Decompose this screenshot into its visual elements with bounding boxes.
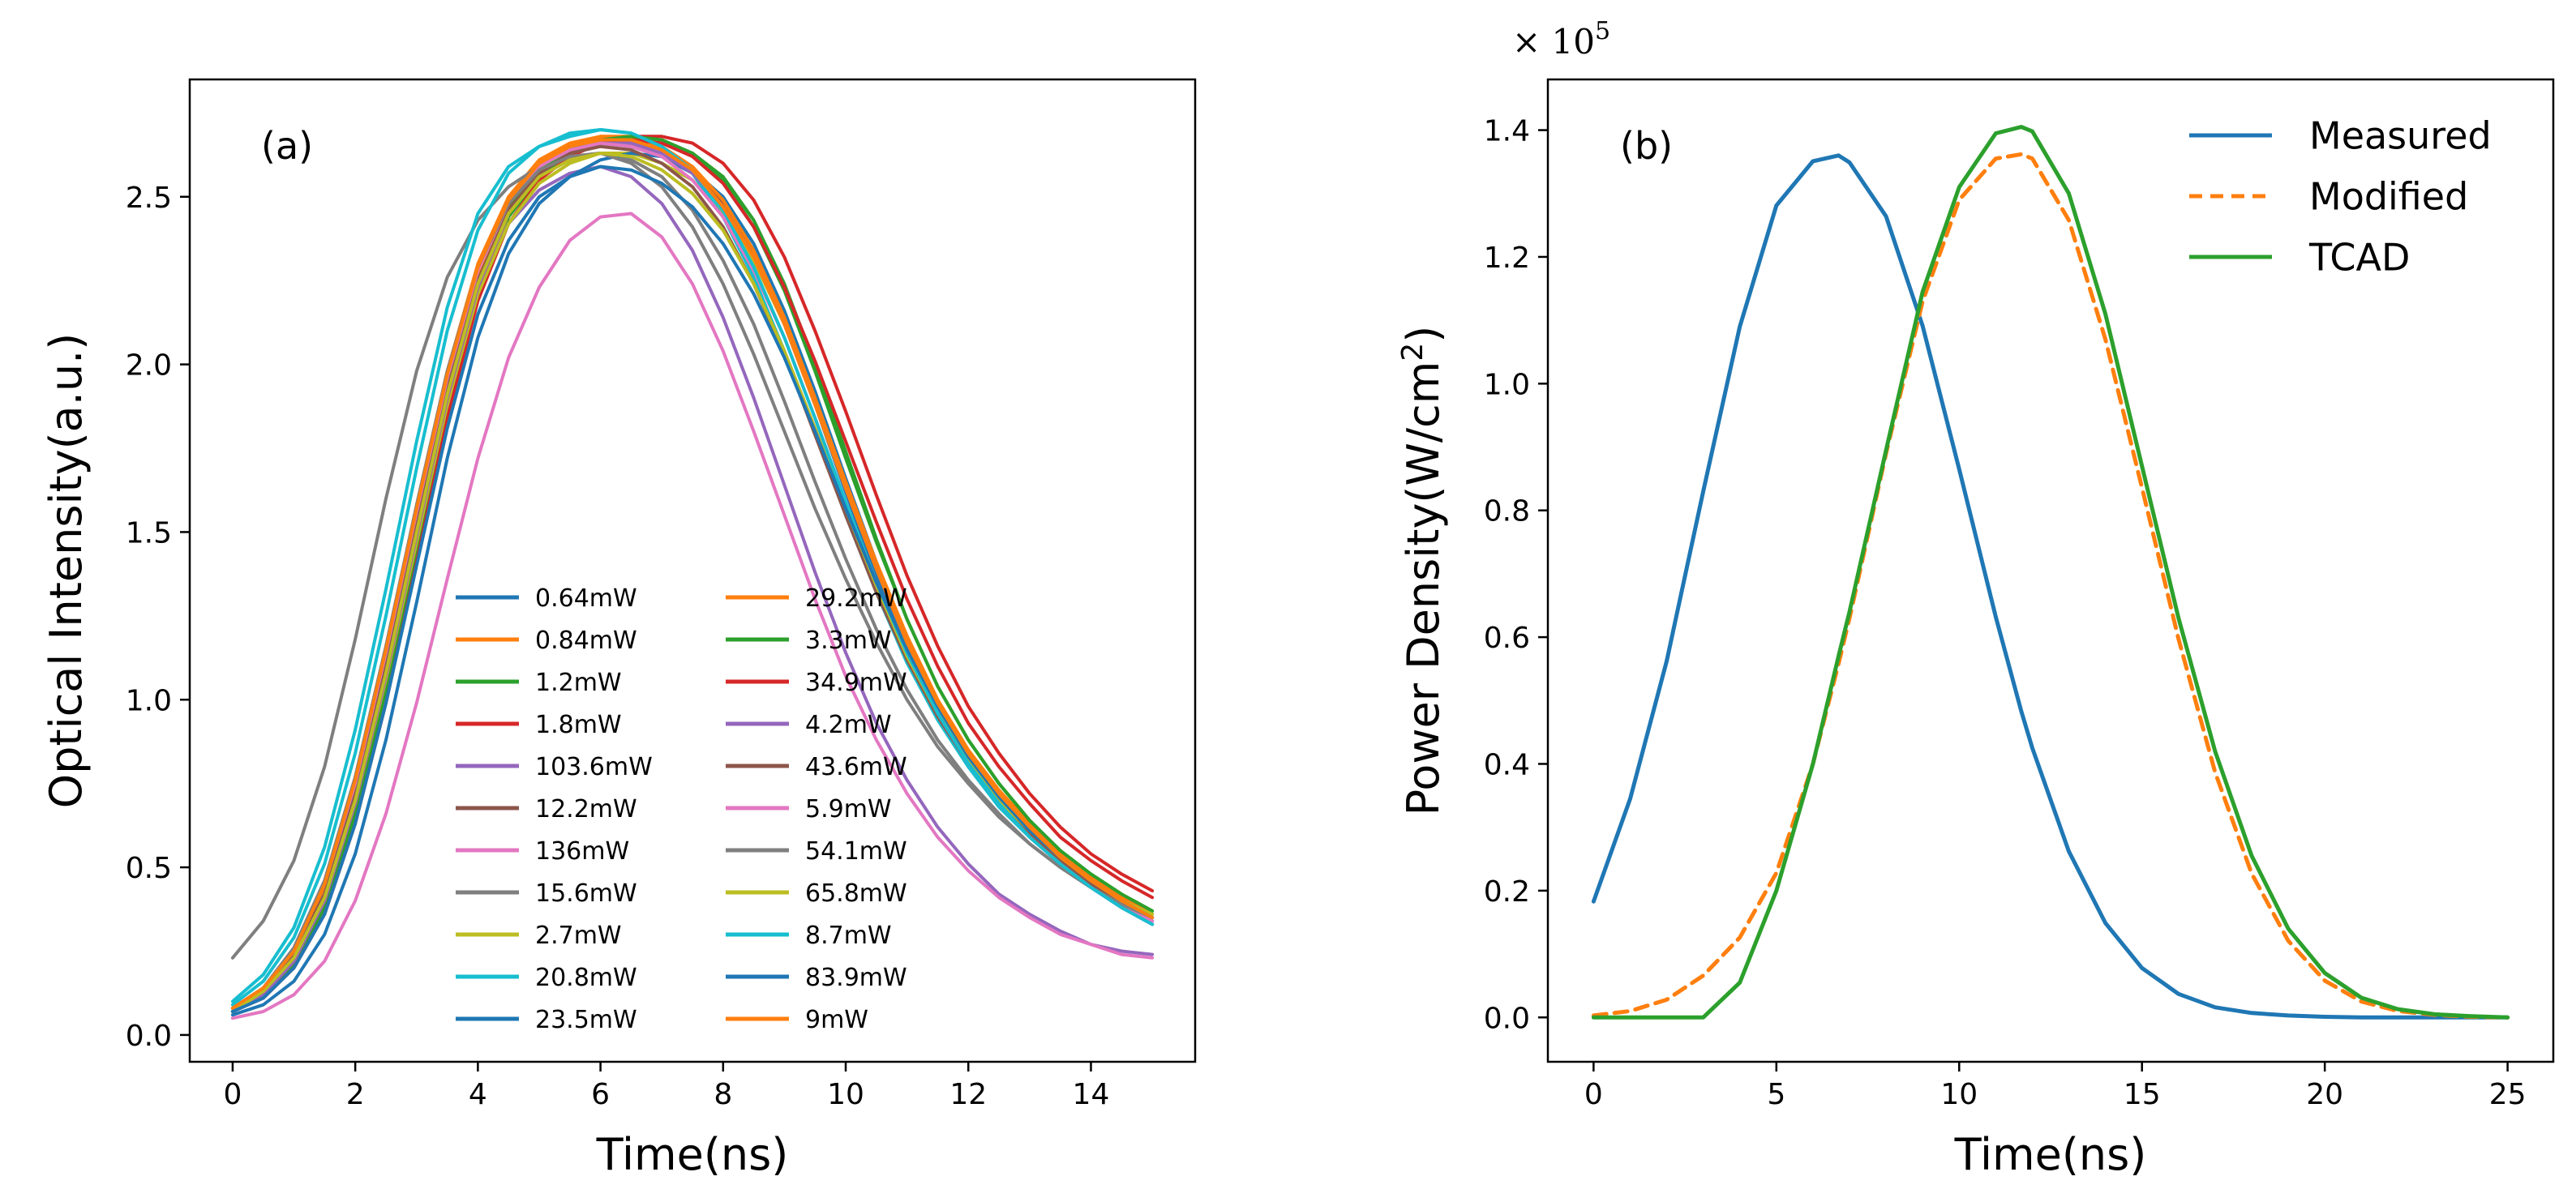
panel-a-legend-label-34-9mw: 34.9mW	[805, 669, 907, 697]
panel-a-series-line-9mw	[230, 138, 1155, 1010]
panel-a-x-tick-label: 14	[1073, 1078, 1110, 1111]
panel-a-legend-label-8-7mw: 8.7mW	[805, 922, 892, 950]
panel-b-y-tick-label: 0.4	[1484, 748, 1530, 781]
panel-b-offset-text: × 105	[1512, 17, 1610, 62]
panel-a-y-ticks: 0.0 0.5 1.0 1.5 2.0 2.5	[126, 182, 190, 1053]
panel-a-x-tick-label: 12	[949, 1078, 987, 1111]
panel-a-x-tick-label: 0	[223, 1078, 242, 1111]
panel-a-legend: 0.64mW 0.84mW 1.2mW 1.8mW 103.6mW 12.2mW 136mW…	[456, 584, 907, 1034]
panel-a-legend-label-2-7mw: 2.7mW	[535, 922, 622, 950]
panel-a-legend-label-20-8mw: 20.8mW	[535, 964, 637, 992]
panel-b-legend-label-tcad: TCAD	[2308, 236, 2410, 280]
panel-a-y-axis-label: Optical Intensity(a.u.)	[41, 333, 92, 809]
panel-a-series-line-83-9mw	[230, 165, 1155, 1013]
panel-b-y-axis-label-main: Power Density(W/cm	[1398, 361, 1449, 816]
panel-a-series-line-65-8mw	[230, 152, 1155, 1013]
panel-a-y-tick-label: 1.0	[126, 684, 172, 717]
panel-b-x-tick-label: 20	[2306, 1078, 2343, 1111]
panel-a-y-tick-label: 0.0	[126, 1020, 172, 1053]
panel-b-y-axis-label-superscript: 2	[1396, 343, 1429, 361]
panel-b-series-line-modified	[1591, 152, 2510, 1020]
panel-b-x-tick-label: 25	[2489, 1078, 2527, 1111]
panel-a-legend-label-23-5mw: 23.5mW	[535, 1006, 637, 1034]
panel-b-y-tick-label: 1.4	[1484, 115, 1530, 148]
panel-a-y-tick-label: 1.5	[126, 516, 172, 550]
panel-a-legend-label-12-2mw: 12.2mW	[535, 795, 637, 823]
panel-a-legend-label-1-2mw: 1.2mW	[535, 669, 622, 697]
panel-b-y-tick-label: 1.0	[1484, 368, 1530, 401]
panel-a-axes-frame	[188, 78, 1197, 1063]
panel-a-x-tick-label: 10	[827, 1078, 864, 1111]
panel-a-y-tick-label: 2.5	[126, 182, 172, 215]
panel-a-legend-label-29-2mw: 29.2mW	[805, 584, 907, 613]
panel-b-legend: Measured Modified TCAD	[2189, 114, 2492, 280]
panel-a-label: (a)	[261, 124, 313, 168]
panel-b-x-tick-label: 10	[1940, 1078, 1978, 1111]
panel-b-y-axis-label-close: )	[1398, 326, 1449, 343]
panel-b-x-axis-label: Time(ns)	[1954, 1129, 2147, 1180]
panel-b-x-tick-label: 5	[1767, 1078, 1785, 1111]
panel-b-x-tick-label: 15	[2124, 1078, 2161, 1111]
panel-a-series-line-15-6mw	[230, 152, 1155, 960]
panel-b-y-tick-label: 0.2	[1484, 875, 1530, 909]
panel-b-x-tick-label: 0	[1584, 1078, 1603, 1111]
panel-a-x-tick-label: 8	[714, 1078, 732, 1111]
panel-b-y-ticks: 0.0 0.2 0.4 0.6 0.8 1.0 1.2 1.4	[1484, 115, 1548, 1035]
panel-b-offset-base: × 10	[1512, 22, 1595, 62]
panel-a-legend-label-15-6mw: 15.6mW	[535, 879, 637, 908]
panel-b-legend-label-measured: Measured	[2309, 114, 2492, 158]
panel-b-offset-exponent: 5	[1595, 17, 1610, 45]
panel-a-legend-label-83-9mw: 83.9mW	[805, 964, 907, 992]
panel-a-series-line-136mw	[230, 212, 1155, 1020]
panel-a-line-chart: 0 2 4 6 8 10 12 14 0.0 0.5 1.0 1.5 2.0 2.5 (a) Time(…	[41, 78, 1197, 1180]
panel-a-legend-label-1-8mw: 1.8mW	[535, 711, 622, 739]
panel-a-legend-label-9mw: 9mW	[805, 1006, 868, 1034]
panel-a-x-tick-label: 2	[346, 1078, 365, 1111]
panel-b-line-chart: 0 5 10 15 20 25 0.00.20.40.60.81.01.21.4 (b) …	[1396, 17, 2555, 1180]
panel-b-y-tick-label: 0.0	[1484, 1002, 1530, 1035]
panel-a-legend-label-0-84mw: 0.84mW	[535, 627, 637, 655]
panel-a-y-tick-label: 0.5	[126, 852, 172, 885]
panel-a-x-tick-label: 4	[469, 1078, 487, 1111]
panel-b-axes-frame	[1546, 78, 2555, 1063]
panel-a-x-tick-label: 6	[591, 1078, 610, 1111]
panel-a-legend-label-136mw: 136mW	[535, 837, 629, 866]
panel-b-label: (b)	[1620, 124, 1673, 168]
panel-a-legend-label-3-3mw: 3.3mW	[805, 627, 892, 655]
panel-b-x-ticks: 0 5 10 15 20 25	[1584, 1062, 2527, 1111]
panel-a-legend-label-65-8mw: 65.8mW	[805, 879, 907, 908]
panel-a-legend-label-54-1mw: 54.1mW	[805, 837, 907, 866]
panel-b-y-tick-label: 1.2	[1484, 242, 1530, 275]
panel-a-x-ticks: 0 2 4 6 8 10 12 14	[223, 1062, 1109, 1111]
panel-a-legend-label-5-9mw: 5.9mW	[805, 795, 892, 823]
panel-a-legend-label-43-6mw: 43.6mW	[805, 753, 907, 781]
panel-b-y-tick-label: 0.6	[1484, 622, 1530, 655]
panel-b-series-lines	[1591, 125, 2510, 1020]
panel-a-legend-label-4-2mw: 4.2mW	[805, 711, 892, 739]
panel-b-y-axis-label: Power Density(W/cm2)	[1396, 326, 1449, 816]
panel-b-series-line-measured	[1591, 153, 2510, 1020]
panel-b-legend-label-modified: Modified	[2309, 175, 2468, 219]
panel-a-y-tick-label: 2.0	[126, 349, 172, 383]
panel-a-x-axis-label: Time(ns)	[596, 1129, 789, 1180]
panel-a-legend-label-103-6mw: 103.6mW	[535, 753, 653, 781]
panel-a-series-lines	[230, 128, 1155, 1020]
panel-a-legend-label-0-64mw: 0.64mW	[535, 584, 637, 613]
panel-b-y-tick-label: 0.8	[1484, 495, 1530, 528]
panel-b-series-line-tcad	[1591, 125, 2510, 1020]
